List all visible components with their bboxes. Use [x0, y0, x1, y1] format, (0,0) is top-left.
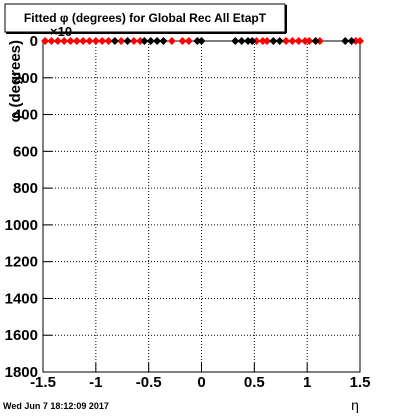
- point: [252, 37, 261, 45]
- y-tick-label: 200: [13, 70, 38, 87]
- point: [197, 37, 206, 45]
- point: [178, 37, 187, 45]
- point: [117, 37, 126, 45]
- point: [193, 37, 202, 45]
- point: [243, 37, 252, 45]
- x-tick-label: 0.5: [244, 374, 265, 391]
- y-tick-label: 0: [30, 33, 38, 50]
- point: [311, 37, 320, 45]
- y-axis-label: φ (degrees): [7, 40, 24, 122]
- point: [98, 37, 107, 45]
- point: [110, 37, 119, 45]
- point: [85, 37, 94, 45]
- point: [104, 37, 113, 45]
- point: [72, 37, 81, 45]
- point: [275, 37, 284, 45]
- point: [91, 37, 100, 45]
- point: [305, 37, 314, 45]
- point: [167, 37, 176, 45]
- point: [315, 37, 324, 45]
- point: [129, 37, 138, 45]
- point: [66, 37, 75, 45]
- point: [341, 37, 350, 45]
- point: [269, 37, 278, 45]
- y-tick-label: 1000: [5, 217, 38, 234]
- point: [60, 37, 69, 45]
- x-tick-label: 1: [303, 374, 311, 391]
- point: [301, 37, 310, 45]
- y-tick-label: 400: [13, 107, 38, 124]
- point: [153, 37, 162, 45]
- point: [184, 37, 193, 45]
- point: [140, 37, 149, 45]
- point: [282, 37, 291, 45]
- x-tick-label: -0.5: [136, 374, 162, 391]
- point: [146, 37, 155, 45]
- point: [263, 37, 272, 45]
- point: [294, 37, 303, 45]
- point: [248, 37, 257, 45]
- plot-area: 0 200 400 600 800 1000 1200 1400 1600 1800-1.5 -1 -…: [5, 33, 371, 391]
- point: [41, 37, 50, 45]
- point: [231, 37, 240, 45]
- point: [47, 37, 56, 45]
- footer: Wed Jun 7 18:12:09 2017: [3, 401, 109, 411]
- x-tick-label: -1.5: [30, 374, 56, 391]
- point: [136, 37, 145, 45]
- point: [159, 37, 168, 45]
- x-tick-label: 1.5: [350, 374, 371, 391]
- y-tick-label: 1400: [5, 290, 38, 307]
- y-tick-label: 800: [13, 180, 38, 197]
- y-tick-label: 1800: [5, 364, 38, 381]
- y-tick-label: 600: [13, 143, 38, 160]
- chart-title: Fitted φ (degrees) for Global Rec All Et…: [24, 11, 267, 25]
- point: [237, 37, 246, 45]
- point: [288, 37, 297, 45]
- point: [351, 37, 360, 45]
- point: [53, 37, 62, 45]
- x-axis-label: η: [351, 397, 359, 413]
- point: [123, 37, 132, 45]
- x-tick-label: -1: [89, 374, 102, 391]
- y-tick-label: 1600: [5, 327, 38, 344]
- point: [347, 37, 356, 45]
- point: [79, 37, 88, 45]
- y-exponent: ×10: [50, 24, 72, 39]
- point: [258, 37, 267, 45]
- title-box: [4, 3, 286, 33]
- point: [356, 37, 364, 45]
- x-tick-label: 0: [197, 374, 205, 391]
- y-tick-label: 1200: [5, 254, 38, 271]
